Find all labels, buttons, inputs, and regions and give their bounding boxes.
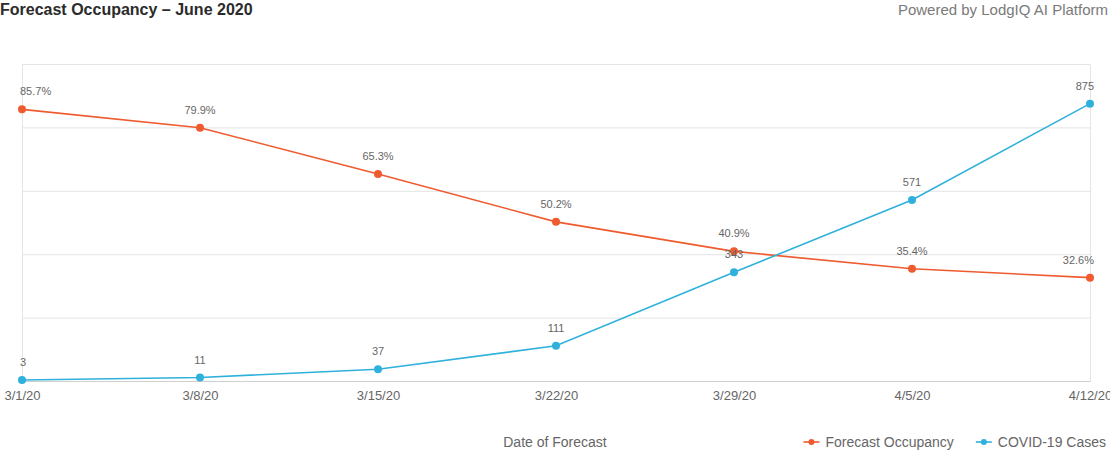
point: [18, 376, 26, 384]
y-tick: [22, 64, 1090, 65]
point: [730, 268, 738, 276]
legend-label: COVID-19 Cases: [998, 434, 1106, 450]
data-label: 85.7%: [20, 85, 51, 97]
y2-axis-line: [1090, 65, 1091, 382]
x-tick-label: 3/1/20: [4, 388, 40, 403]
series-line: [22, 109, 1090, 277]
data-label: 50.2%: [540, 198, 571, 210]
point: [18, 105, 26, 113]
legend-item: Forecast Occupancy: [803, 434, 953, 450]
grid-line: [22, 64, 1090, 65]
y-tick: [22, 254, 1090, 255]
x-tick: 4/12/20: [1069, 381, 1110, 403]
point: [196, 124, 204, 132]
y-axis: [22, 65, 1090, 382]
data-label: 79.9%: [184, 104, 215, 116]
point: [552, 342, 560, 350]
data-label: 65.3%: [362, 150, 393, 162]
x-tick-label: 3/22/20: [535, 388, 578, 403]
data-label: 343: [725, 248, 743, 260]
y-tick: [22, 381, 1090, 382]
series-line: [22, 104, 1090, 380]
x-tick: 3/15/20: [357, 381, 400, 403]
grid-line: [22, 318, 1090, 319]
data-label: 35.4%: [896, 245, 927, 257]
x-tick-label: 3/8/20: [182, 388, 218, 403]
chart: Forecast Occupancy – June 2020 Powered by…: [0, 0, 1110, 453]
legend-marker: [981, 439, 987, 445]
legend-item: COVID-19 Cases: [976, 434, 1106, 450]
point: [1086, 100, 1094, 108]
point: [552, 218, 560, 226]
x-axis-title: Date of Forecast: [503, 434, 607, 450]
data-label: 11: [194, 354, 205, 366]
point: [374, 170, 382, 178]
title: Forecast Occupancy – June 2020: [0, 1, 253, 18]
point: [196, 374, 204, 382]
y-axis-line: [23, 65, 1091, 382]
point: [1086, 274, 1094, 282]
x-tick: 3/29/20: [713, 381, 756, 403]
legend-label: Forecast Occupancy: [825, 434, 953, 450]
x-tick-label: 4/5/20: [894, 388, 930, 403]
x-tick: 3/8/20: [182, 381, 218, 403]
y-tick: [22, 318, 1090, 319]
data-label: 3: [20, 356, 26, 368]
x-axis-line: [23, 381, 1091, 382]
legend-marker: [808, 439, 814, 445]
data-label: 40.9%: [718, 227, 749, 239]
data-label: 571: [903, 176, 921, 188]
x-tick-label: 3/29/20: [713, 388, 756, 403]
point: [908, 265, 916, 273]
subtitle: Powered by LodgIQ AI Platform: [898, 1, 1108, 18]
x-tick-label: 3/15/20: [357, 388, 400, 403]
y-tick: [22, 127, 1090, 128]
y2-axis: [1090, 65, 1092, 382]
data-label: 32.6%: [1063, 254, 1094, 266]
plot: 3/1/20 3/8/20 3/15/20 3/22/20 3/29/20 4/5/20 4…: [4, 65, 1110, 404]
legend: Forecast Occupancy COVID-19 Cases: [803, 434, 1106, 450]
x-tick: 3/1/20: [4, 381, 40, 403]
point: [908, 196, 916, 204]
x-tick-label: 4/12/20: [1069, 388, 1110, 403]
grid-line: [22, 127, 1090, 128]
data-labels: 85.7% 79.9% 65.3% 50.2% 40.9% 35.4% 32.6% 3 11 37…: [20, 80, 1094, 368]
x-tick: 3/22/20: [535, 381, 578, 403]
grid-line: [22, 381, 1090, 382]
point: [374, 365, 382, 373]
data-label: 37: [372, 345, 384, 357]
data-label: 875: [1076, 80, 1094, 92]
x-axis: 3/1/20 3/8/20 3/15/20 3/22/20 3/29/20 4/5/20 4…: [4, 381, 1110, 403]
x-tick: 4/5/20: [894, 381, 930, 403]
grid-line: [22, 254, 1090, 255]
marks: [18, 100, 1094, 384]
data-label: 111: [548, 322, 565, 334]
